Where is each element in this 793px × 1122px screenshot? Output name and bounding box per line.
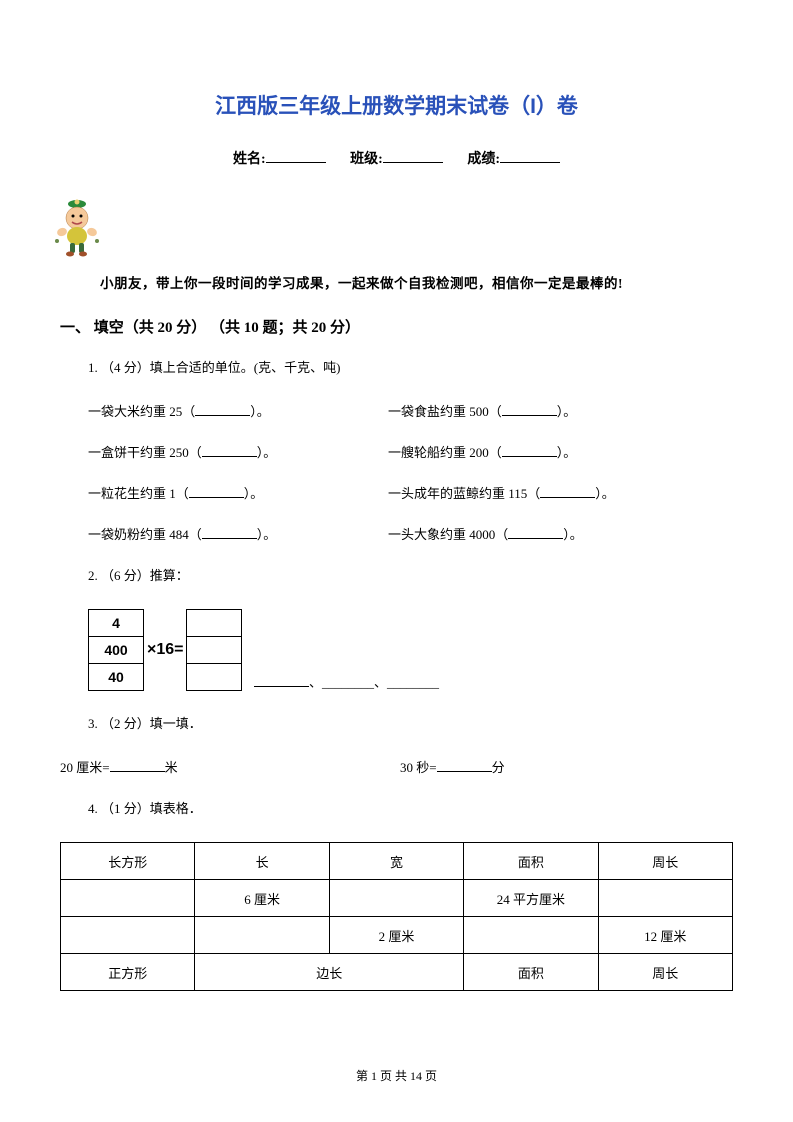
t11: 6 厘米 <box>195 880 329 917</box>
q1r3a-tail: ）。 <box>244 486 264 501</box>
q3b: 30 秒=分 <box>400 757 733 776</box>
q1r1b-blank[interactable] <box>502 415 557 416</box>
t01: 长 <box>195 843 329 880</box>
t03: 面积 <box>464 843 598 880</box>
rb1[interactable] <box>187 637 242 664</box>
q1r2b: 一艘轮船约重 200（ <box>388 445 502 460</box>
class-blank[interactable] <box>383 162 443 163</box>
q1r4a-blank[interactable] <box>202 538 257 539</box>
t10 <box>61 880 195 917</box>
q1-row-1: 一袋大米约重 25（ ）。 一袋食盐约重 500（ ）。 <box>88 401 733 420</box>
t14[interactable] <box>598 880 732 917</box>
q1r4b-tail: ）。 <box>563 527 583 542</box>
t21[interactable] <box>195 917 329 954</box>
q4-stem: 4. （1 分）填表格． <box>88 798 733 820</box>
q1r3a-blank[interactable] <box>189 497 244 498</box>
rb0[interactable] <box>187 610 242 637</box>
q1r3a: 一粒花生约重 1（ <box>88 486 189 501</box>
t33: 周长 <box>598 954 732 991</box>
t31: 边长 <box>195 954 464 991</box>
t04: 周长 <box>598 843 732 880</box>
q4-table: 长方形 长 宽 面积 周长 6 厘米 24 平方厘米 2 厘米 12 厘米 正方… <box>60 842 733 991</box>
section-heading: 一、 填空（共 20 分） （共 10 题；共 20 分） <box>60 316 733 337</box>
q1r2b-tail: ）。 <box>557 445 577 460</box>
name-blank[interactable] <box>266 162 326 163</box>
child-icon <box>45 196 111 258</box>
page-footer: 第 1 页 共 14 页 <box>0 1067 793 1084</box>
q1-stem: 1. （4 分）填上合适的单位。(克、千克、吨) <box>88 357 733 379</box>
encourage-text: 小朋友，带上你一段时间的学习成果，一起来做个自我检测吧，相信你一定是最棒的! <box>100 272 733 292</box>
left-box: 4 400 40 <box>88 609 144 691</box>
q1r3b: 一头成年的蓝鲸约重 115（ <box>388 486 540 501</box>
t02: 宽 <box>329 843 463 880</box>
q1r1a: 一袋大米约重 25（ <box>88 404 195 419</box>
q1r4b: 一头大象约重 4000（ <box>388 527 508 542</box>
name-label: 姓名: <box>233 152 266 167</box>
q1-row-4: 一袋奶粉约重 484（ ）。 一头大象约重 4000（ ）。 <box>88 524 733 543</box>
t32: 面积 <box>464 954 598 991</box>
t13: 24 平方厘米 <box>464 880 598 917</box>
q1r1b-tail: ）。 <box>557 404 577 419</box>
q3-stem: 3. （2 分）填一填． <box>88 713 733 735</box>
score-label: 成绩: <box>467 152 500 167</box>
q2-stem: 2. （6 分）推算： <box>88 565 733 587</box>
q1r2b-blank[interactable] <box>502 456 557 457</box>
t22: 2 厘米 <box>329 917 463 954</box>
q1r1a-tail: ）。 <box>250 404 270 419</box>
q1r1a-blank[interactable] <box>195 415 250 416</box>
rb2[interactable] <box>187 664 242 691</box>
lb2: 40 <box>89 664 144 691</box>
q1r4b-blank[interactable] <box>508 538 563 539</box>
q1r2a-tail: ）。 <box>257 445 277 460</box>
q3a: 20 厘米=米 <box>60 757 400 776</box>
q3a-blank[interactable] <box>110 771 165 772</box>
t24: 12 厘米 <box>598 917 732 954</box>
t30: 正方形 <box>61 954 195 991</box>
q2-calc: 4 400 40 ×16= 、________、________ <box>88 609 733 691</box>
q2tail-text: 、________、________ <box>309 675 439 690</box>
lb1: 400 <box>89 637 144 664</box>
q3b-blank[interactable] <box>437 771 492 772</box>
class-label: 班级: <box>350 152 383 167</box>
t00: 长方形 <box>61 843 195 880</box>
q1-row-2: 一盒饼干约重 250（ ）。 一艘轮船约重 200（ ）。 <box>88 442 733 461</box>
q1r2a: 一盒饼干约重 250（ <box>88 445 202 460</box>
q2b1[interactable] <box>254 686 309 687</box>
q1r1b: 一袋食盐约重 500（ <box>388 404 502 419</box>
lb0: 4 <box>89 610 144 637</box>
q1r4a-tail: ）。 <box>257 527 277 542</box>
t20 <box>61 917 195 954</box>
right-box <box>186 609 242 691</box>
q1r4a: 一袋奶粉约重 484（ <box>88 527 202 542</box>
q2-tail: 、________、________ <box>247 672 439 691</box>
q1r2a-blank[interactable] <box>202 456 257 457</box>
mult-sign: ×16= <box>144 641 186 659</box>
page-title: 江西版三年级上册数学期末试卷（I）卷 <box>60 90 733 120</box>
q1-row-3: 一粒花生约重 1（ ）。 一头成年的蓝鲸约重 115（ ）。 <box>88 483 733 502</box>
t12[interactable] <box>329 880 463 917</box>
score-blank[interactable] <box>500 162 560 163</box>
q1r3b-tail: ）。 <box>595 486 615 501</box>
t23[interactable] <box>464 917 598 954</box>
info-line: 姓名: 班级: 成绩: <box>60 148 733 168</box>
q1r3b-blank[interactable] <box>540 497 595 498</box>
